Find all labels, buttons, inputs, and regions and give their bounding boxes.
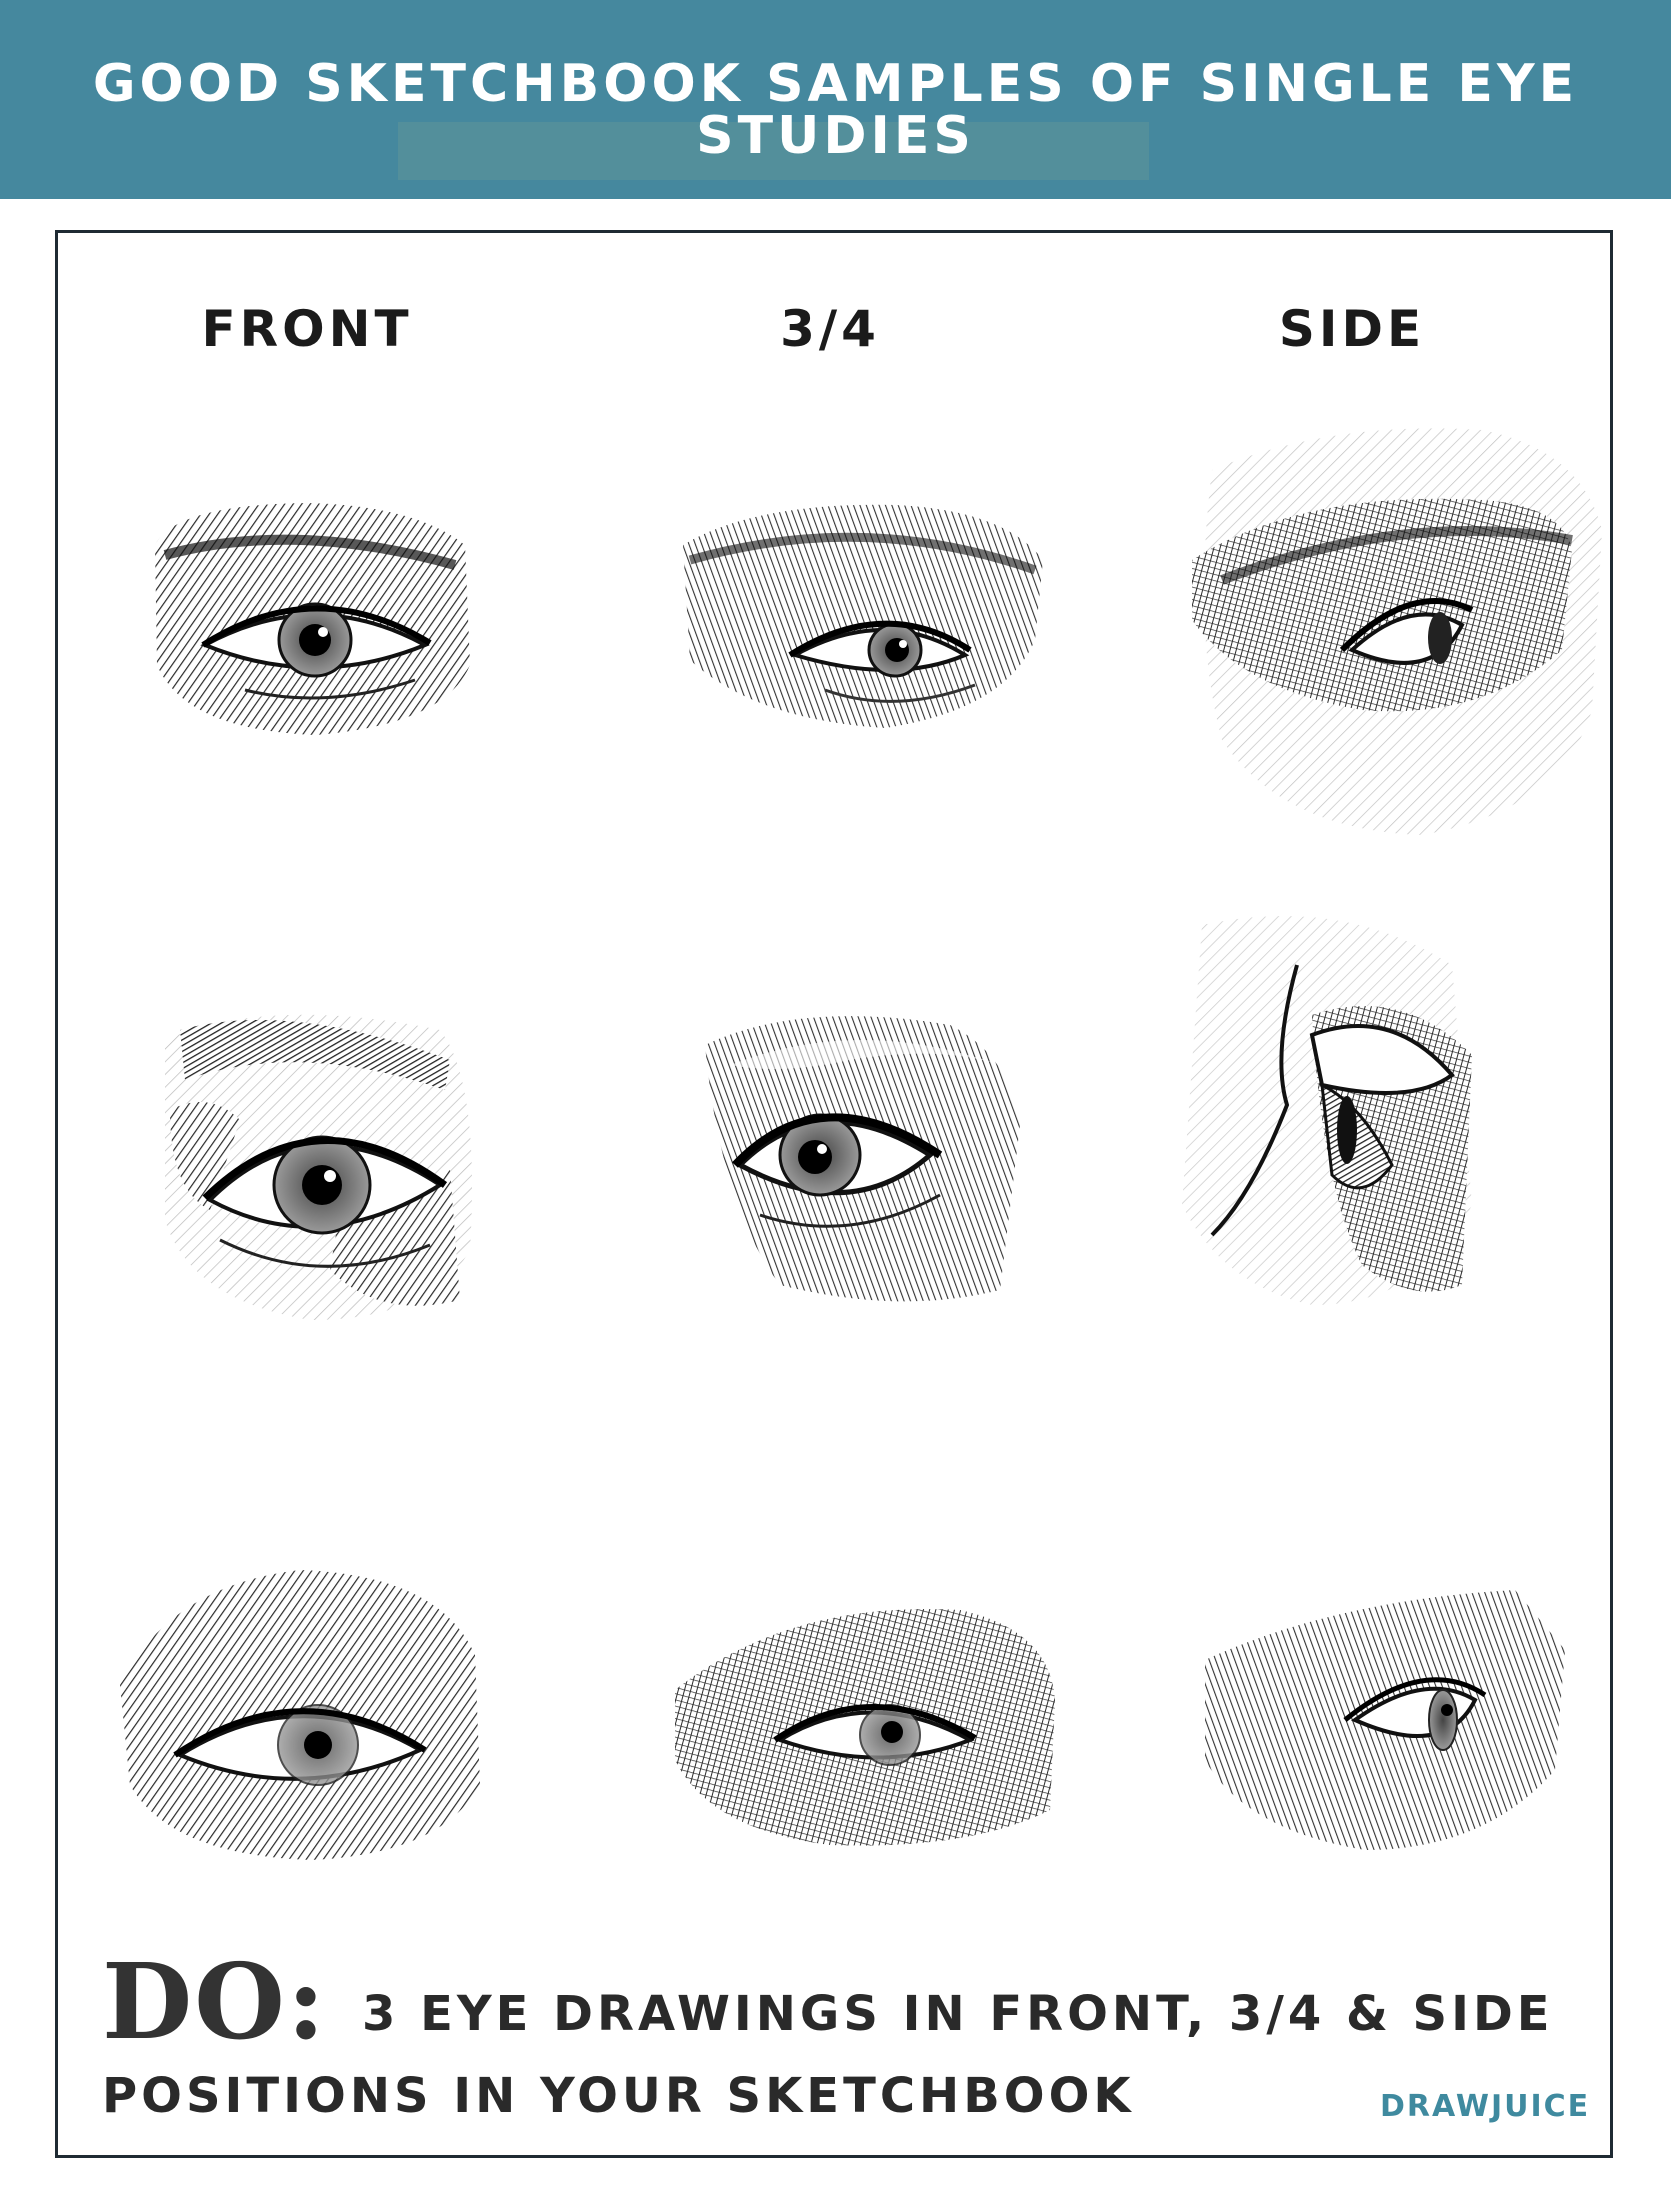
front-eye-sketch (145, 495, 475, 740)
column-header-three-quarter: 3/4 (780, 300, 880, 358)
column-header-front: FRONT (201, 300, 413, 358)
banner-accent-strip (398, 122, 1149, 180)
instruction-line-2: POSITIONS IN YOUR SKETCHBOOK (102, 2068, 1135, 2124)
brand-logo: DRAWJUICE (1380, 2089, 1591, 2124)
header-banner: GOOD SKETCHBOOK SAMPLES OF SINGLE EYE ST… (0, 0, 1671, 199)
three-quarter-eye-sketch (670, 1580, 1060, 1850)
page-title: GOOD SKETCHBOOK SAMPLES OF SINGLE EYE ST… (92, 54, 1579, 166)
front-eye-sketch (150, 1000, 480, 1330)
three-quarter-eye-sketch (675, 490, 1050, 735)
side-eye-sketch (1182, 410, 1612, 845)
instruction-line-1: 3 EYE DRAWINGS IN FRONT, 3/4 & SIDE (362, 1986, 1554, 2042)
side-eye-sketch (1162, 905, 1482, 1315)
front-eye-sketch (110, 1565, 485, 1865)
instruction-lead: DO: (102, 1940, 328, 2063)
side-eye-sketch (1185, 1560, 1580, 1860)
three-quarter-eye-sketch (700, 1005, 1025, 1315)
column-header-side: SIDE (1278, 300, 1426, 358)
